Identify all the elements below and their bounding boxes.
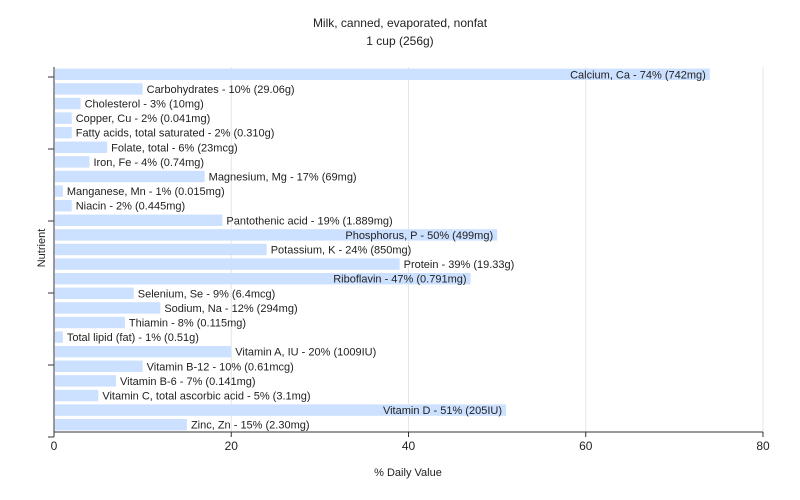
bar-label: Riboflavin - 47% (0.791mg) <box>333 274 466 286</box>
bar-label: Pantothenic acid - 19% (1.889mg) <box>226 215 392 227</box>
bar <box>55 389 99 402</box>
bar-label: Vitamin D - 51% (205IU) <box>383 405 502 417</box>
bar-label: Folate, total - 6% (23mcg) <box>111 142 238 154</box>
bar <box>55 170 205 183</box>
bar-label: Manganese, Mn - 1% (0.015mg) <box>67 186 225 198</box>
axes <box>48 67 764 438</box>
bar-label: Magnesium, Mg - 17% (69mg) <box>209 172 357 184</box>
bar <box>55 97 81 110</box>
bar-label: Total lipid (fat) - 1% (0.51g) <box>67 332 199 344</box>
bar <box>55 404 506 416</box>
bar-label: Zinc, Zn - 15% (2.30mg) <box>191 420 310 432</box>
bar-label: Selenium, Se - 9% (6.4mcg) <box>138 288 276 300</box>
bar-label: Vitamin B-12 - 10% (0.61mcg) <box>147 361 294 373</box>
bar <box>55 185 63 197</box>
bar <box>55 419 187 431</box>
bar <box>55 229 498 241</box>
bar-label: Vitamin C, total ascorbic acid - 5% (3.1… <box>102 391 310 403</box>
bar-label: Cholesterol - 3% (10mg) <box>85 99 204 111</box>
bar-label: Niacin - 2% (0.445mg) <box>76 201 185 213</box>
bar <box>55 214 223 226</box>
bar-label: Carbohydrates - 10% (29.06g) <box>147 84 295 96</box>
bar <box>55 156 90 168</box>
bar-label: Protein - 39% (19.33g) <box>404 259 515 271</box>
x-axis-label: % Daily Value <box>374 467 442 479</box>
bar <box>55 331 63 343</box>
x-tick-label: 20 <box>225 439 239 453</box>
bar <box>55 68 710 80</box>
x-tick-label: 40 <box>402 439 416 453</box>
bar-label: Vitamin A, IU - 20% (1009IU) <box>235 347 376 359</box>
bar <box>55 127 72 139</box>
x-tick-label: 80 <box>756 439 770 453</box>
bar-label: Thiamin - 8% (0.115mg) <box>129 318 246 330</box>
bar-label: Copper, Cu - 2% (0.041mg) <box>76 113 211 125</box>
chart-title: Milk, canned, evaporated, nonfat <box>313 16 488 30</box>
bar <box>55 360 143 372</box>
bar <box>55 302 161 314</box>
bar-labels: Calcium, Ca - 74% (742mg) Carbohydrates -… <box>67 69 706 431</box>
bar-label: Vitamin B-6 - 7% (0.141mg) <box>120 376 256 388</box>
bar <box>55 112 72 124</box>
x-tick-label: 60 <box>579 439 593 453</box>
bar-label: Phosphorus, P - 50% (499mg) <box>345 230 493 242</box>
bar <box>55 316 125 329</box>
x-tick-labels: 0 20 40 60 80 <box>51 439 770 453</box>
bar-label: Iron, Fe - 4% (0.74mg) <box>93 157 204 169</box>
bar <box>55 375 117 387</box>
y-axis-label: Nutrient <box>36 229 48 268</box>
bar-label: Potassium, K - 24% (850mg) <box>271 245 412 257</box>
bar <box>55 273 471 285</box>
bar <box>55 200 72 212</box>
bar-label: Sodium, Na - 12% (294mg) <box>164 303 297 315</box>
bar-label: Fatty acids, total saturated - 2% (0.310… <box>76 128 275 140</box>
bar <box>55 141 108 153</box>
bars <box>55 68 710 431</box>
chart-subtitle: 1 cup (256g) <box>366 34 433 48</box>
bar <box>55 287 134 299</box>
bar <box>55 83 143 95</box>
bar-label: Calcium, Ca - 74% (742mg) <box>570 69 706 81</box>
bar <box>55 243 267 256</box>
bar <box>55 346 232 358</box>
x-tick-label: 0 <box>51 439 58 453</box>
bar <box>55 258 400 270</box>
